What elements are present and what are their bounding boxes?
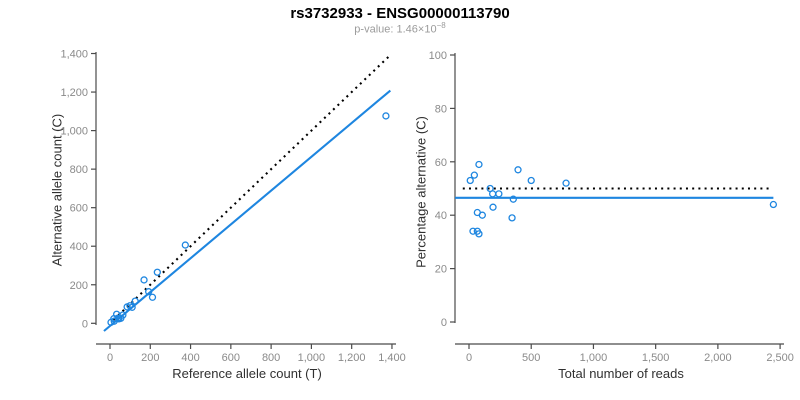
data-point [470, 171, 479, 179]
p-value-subtitle: p-value: 1.46×10−8 [0, 21, 800, 36]
data-point [145, 288, 153, 296]
x-tick-label: 1,500 [642, 352, 670, 364]
data-point [514, 166, 522, 174]
data-point [475, 160, 483, 169]
x-tick-label: 200 [141, 352, 159, 364]
data-point [382, 112, 390, 120]
y-tick-label: 40 [435, 210, 447, 222]
y-tick-label: 600 [70, 203, 88, 215]
y-tick-label: 400 [70, 241, 88, 253]
data-point [153, 268, 161, 276]
data-point [148, 293, 157, 301]
x-tick-label: 2,000 [704, 352, 732, 364]
y-tick-label: 100 [429, 50, 447, 62]
data-point [509, 195, 517, 203]
data-point [508, 214, 516, 222]
data-point [769, 200, 778, 209]
data-point [478, 211, 486, 219]
p-value-exponent: −8 [436, 21, 446, 30]
y-tick-label: 0 [82, 318, 88, 330]
x-tick-label: 0 [466, 352, 472, 364]
y-tick-label: 20 [435, 264, 447, 276]
identity-line [112, 55, 390, 321]
x-tick-label: 1,200 [338, 352, 366, 364]
y-tick-label: 200 [70, 280, 88, 292]
y-tick-label: 60 [435, 157, 447, 169]
data-point [131, 297, 139, 305]
data-point [119, 311, 127, 319]
x-tick-label: 1,000 [580, 352, 608, 364]
data-point [128, 303, 136, 311]
data-point [527, 176, 535, 185]
data-point [495, 190, 503, 198]
y-tick-label: 1,400 [60, 49, 88, 61]
x-tick-label: 2,500 [766, 352, 794, 364]
x-tick-label: 600 [222, 352, 240, 364]
y-tick-label: 1,200 [60, 87, 88, 99]
allele-counts-chart: 0 200 400 600 800 1,000 1,200 1,400 0 200 400 600 80… [60, 49, 405, 364]
y-tick-label: 1,000 [60, 126, 88, 138]
right-x-axis-title: Total number of reads [558, 366, 684, 381]
left-x-axis-title: Reference allele count (T) [172, 366, 322, 381]
x-tick-label: 500 [522, 352, 540, 364]
p-value-label: p-value: 1.46×10 [354, 23, 437, 36]
page-title: rs3732933 - ENSG00000113790 [290, 5, 510, 22]
x-tick-label: 1,000 [298, 352, 326, 364]
x-tick-label: 0 [107, 352, 113, 364]
x-tick-label: 1,400 [378, 352, 406, 364]
x-tick-label: 800 [262, 352, 280, 364]
data-point [489, 203, 497, 211]
y-tick-label: 80 [435, 103, 447, 115]
data-point [488, 190, 497, 198]
fit-line [103, 89, 392, 332]
data-point [140, 276, 148, 284]
x-tick-label: 400 [181, 352, 199, 364]
y-tick-label: 0 [441, 317, 447, 329]
percentage-vs-depth-chart: 0 500 1,000 1,500 2,000 2,500 0 20 40 60 80 100 [429, 50, 794, 364]
y-tick-label: 800 [70, 164, 88, 176]
data-point [466, 176, 474, 185]
data-point [469, 227, 477, 235]
data-point [562, 179, 570, 187]
data-point [475, 230, 483, 238]
data-point [181, 241, 189, 249]
